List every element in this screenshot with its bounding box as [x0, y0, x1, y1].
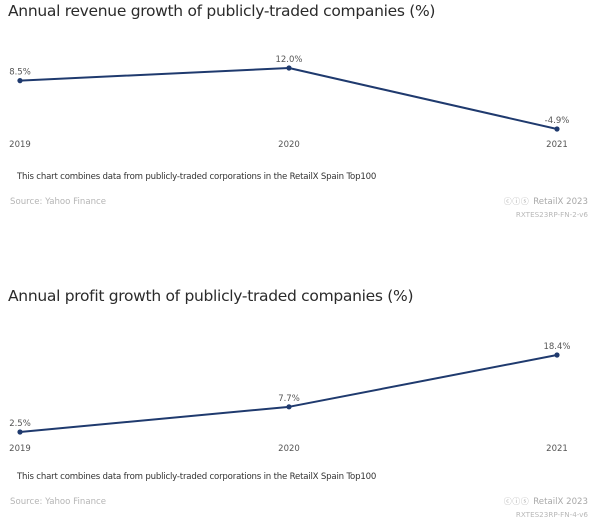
chart-code: RXTES23RP-FN-2-v6: [515, 210, 588, 219]
data-label: 7.7%: [278, 394, 300, 404]
data-point: [554, 352, 560, 358]
chart-code: RXTES23RP-FN-4-v6: [515, 510, 588, 519]
x-tick-label: 2021: [546, 444, 568, 454]
x-tick-label: 2020: [278, 140, 300, 150]
data-label: 2.5%: [9, 419, 31, 429]
chart-note: This chart combines data from publicly-t…: [17, 472, 377, 482]
creative-commons-by-nc-icon: ⓒⓘⓢ: [503, 497, 530, 506]
brand-label: ⓒⓘⓢ RetailX 2023: [504, 196, 588, 207]
x-tick-label: 2020: [278, 444, 300, 454]
creative-commons-by-nc-icon: ⓒⓘⓢ: [503, 197, 530, 206]
brand-label: ⓒⓘⓢ RetailX 2023: [504, 496, 588, 507]
source-label: Source: Yahoo Finance: [10, 197, 107, 207]
profit-line-chart: 2.5% 2019 7.7% 2020 18.4% 2021: [9, 342, 570, 454]
x-tick-label: 2019: [9, 444, 31, 454]
data-point: [17, 78, 23, 84]
brand-text: RetailX 2023: [533, 197, 588, 207]
x-tick-label: 2021: [546, 140, 568, 150]
data-point: [554, 126, 560, 132]
revenue-line-chart: 8.5% 2019 12.0% 2020 -4.9% 2021: [9, 55, 570, 150]
source-label: Source: Yahoo Finance: [10, 497, 107, 507]
data-label: -4.9%: [545, 116, 570, 126]
data-point: [286, 404, 292, 410]
revenue-chart-panel: Annual revenue growth of publicly-traded…: [0, 0, 600, 240]
chart-note: This chart combines data from publicly-t…: [17, 172, 377, 182]
chart-title: Annual profit growth of publicly-traded …: [8, 287, 414, 305]
brand-text: RetailX 2023: [533, 497, 588, 507]
data-label: 12.0%: [275, 55, 302, 65]
chart-title: Annual revenue growth of publicly-traded…: [8, 2, 436, 20]
data-point: [286, 65, 292, 71]
data-label: 18.4%: [543, 342, 570, 352]
data-label: 8.5%: [9, 68, 31, 78]
data-point: [17, 429, 23, 435]
x-tick-label: 2019: [9, 140, 31, 150]
